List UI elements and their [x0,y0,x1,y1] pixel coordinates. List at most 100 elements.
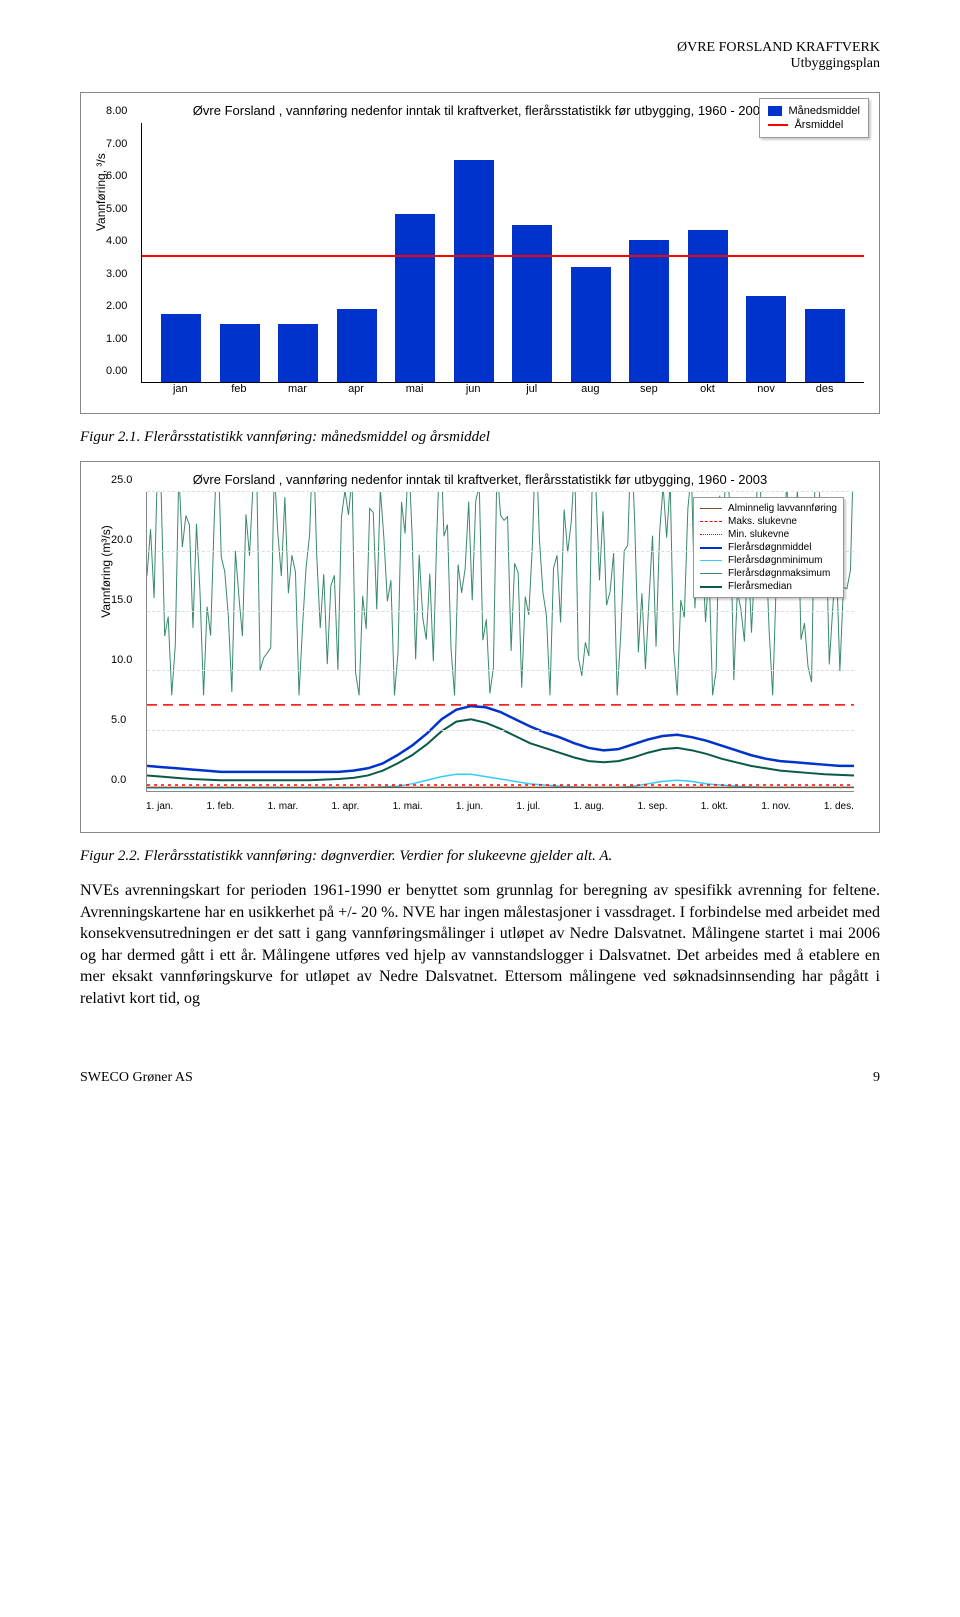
grid-line [147,491,854,492]
bar-y-tick: 2.00 [106,300,127,312]
line-x-label: 1. apr. [331,801,359,812]
bar-y-tick: 0.00 [106,365,127,377]
bar-chart-container: Øvre Forsland , vannføring nedenfor innt… [80,92,880,414]
annual-mean-line [142,255,864,257]
legend-label: Flerårsmedian [728,581,792,592]
bar-x-label: mai [395,383,435,403]
bar-y-tick: 8.00 [106,105,127,117]
bar-y-tick: 4.00 [106,235,127,247]
line-y-tick: 25.0 [111,474,132,486]
line-chart-title: Øvre Forsland , vannføring nedenfor innt… [96,472,864,487]
legend-label-annual: Årsmiddel [794,119,843,131]
bar-y-tick: 5.00 [106,203,127,215]
legend-row: Flerårsdøgnmiddel [700,542,837,553]
bar-x-label: apr [336,383,376,403]
legend-swatch-annual [768,124,788,126]
bar [746,296,786,382]
bar-legend: Månedsmiddel Årsmiddel [759,98,869,138]
line-y-tick: 15.0 [111,594,132,606]
legend-swatch [700,560,722,561]
legend-label: Min. slukevne [728,529,789,540]
figure-caption-2: Figur 2.2. Flerårsstatistikk vannføring:… [80,848,880,865]
legend-label: Maks. slukevne [728,516,797,527]
bar-x-labels: janfebmaraprmaijunjulaugsepoktnovdes [141,383,864,403]
legend-label: Alminnelig lavvannføring [728,503,837,514]
grid-line [147,670,854,671]
legend-swatch [700,573,722,574]
body-paragraph: NVEs avrenningskart for perioden 1961-19… [80,880,880,1010]
bar-x-label: feb [219,383,259,403]
legend-swatch-monthly [768,106,782,116]
legend-swatch [700,534,722,535]
legend-row: Flerårsmedian [700,581,837,592]
line-legend: Alminnelig lavvannføring Maks. slukevne Mi… [693,497,844,598]
bar-y-axis-label: Vannføring, ³/s [94,153,108,231]
bar-x-label: jan [160,383,200,403]
line-x-labels: 1. jan. 1. feb. 1. mar. 1. apr. 1. mai. 1. ju… [146,801,854,812]
grid-line [147,730,854,731]
legend-label: Flerårsdøgnminimum [728,555,822,566]
line-x-label: 1. okt. [701,801,728,812]
line-y-tick: 0.0 [111,774,126,786]
legend-row: Flerårsdøgnmaksimum [700,568,837,579]
bar-y-tick: 7.00 [106,138,127,150]
line-x-label: 1. jan. [146,801,173,812]
bar [512,225,552,382]
page-footer: SWECO Grøner AS 9 [80,1070,880,1086]
line-y-tick: 20.0 [111,534,132,546]
header-line1: ØVRE FORSLAND KRAFTVERK [677,40,880,55]
bar [395,214,435,382]
bar-x-label: sep [629,383,669,403]
footer-right: 9 [873,1070,880,1086]
legend-row: Alminnelig lavvannføring [700,503,837,514]
legend-label-monthly: Månedsmiddel [788,105,860,117]
bar-y-tick: 6.00 [106,170,127,182]
legend-swatch [700,586,722,588]
line-x-label: 1. jul. [516,801,540,812]
bar-y-tick: 3.00 [106,268,127,280]
bar [688,230,728,382]
line-x-label: 1. feb. [207,801,235,812]
bar-chart-title: Øvre Forsland , vannføring nedenfor innt… [96,103,864,118]
bar [629,240,669,382]
page-header: ØVRE FORSLAND KRAFTVERK Utbyggingsplan [80,40,880,72]
bar-x-label: nov [746,383,786,403]
legend-label: Flerårsdøgnmiddel [728,542,811,553]
bar-y-tick: 1.00 [106,333,127,345]
bar [278,324,318,382]
bar [571,267,611,382]
grid-line [147,611,854,612]
line-x-label: 1. nov. [761,801,790,812]
line-x-label: 1. mai. [393,801,423,812]
line-chart: Vannføring (m³/s) 1. jan.1. feb.1. mar.1… [146,492,864,822]
line-x-label: 1. jun. [456,801,483,812]
legend-row: Min. slukevne [700,529,837,540]
line-x-label: 1. mar. [268,801,299,812]
bar-x-label: jun [453,383,493,403]
bar [161,314,201,382]
line-y-tick: 10.0 [111,654,132,666]
figure-caption-1: Figur 2.1. Flerårsstatistikk vannføring:… [80,429,880,446]
bar [454,160,494,382]
legend-swatch [700,508,722,509]
bar-x-label: aug [570,383,610,403]
legend-row: Flerårsdøgnminimum [700,555,837,566]
bar [220,324,260,382]
legend-row: Maks. slukevne [700,516,837,527]
line-chart-container: Øvre Forsland , vannføring nedenfor innt… [80,461,880,833]
bar-chart: Vannføring, ³/s janfebmaraprmaijunjulaug… [141,123,864,403]
line-x-label: 1. sep. [637,801,667,812]
line-y-tick: 5.0 [111,714,126,726]
header-line2: Utbyggingsplan [791,56,880,71]
bars-area [141,123,864,383]
bar-x-label: mar [277,383,317,403]
bar [337,309,377,382]
bar-x-label: jul [512,383,552,403]
bar-x-label: des [805,383,845,403]
legend-swatch [700,521,722,522]
line-x-label: 1. des. [824,801,854,812]
legend-label: Flerårsdøgnmaksimum [728,568,830,579]
legend-swatch [700,547,722,549]
bar-x-label: okt [687,383,727,403]
line-x-label: 1. aug. [574,801,605,812]
